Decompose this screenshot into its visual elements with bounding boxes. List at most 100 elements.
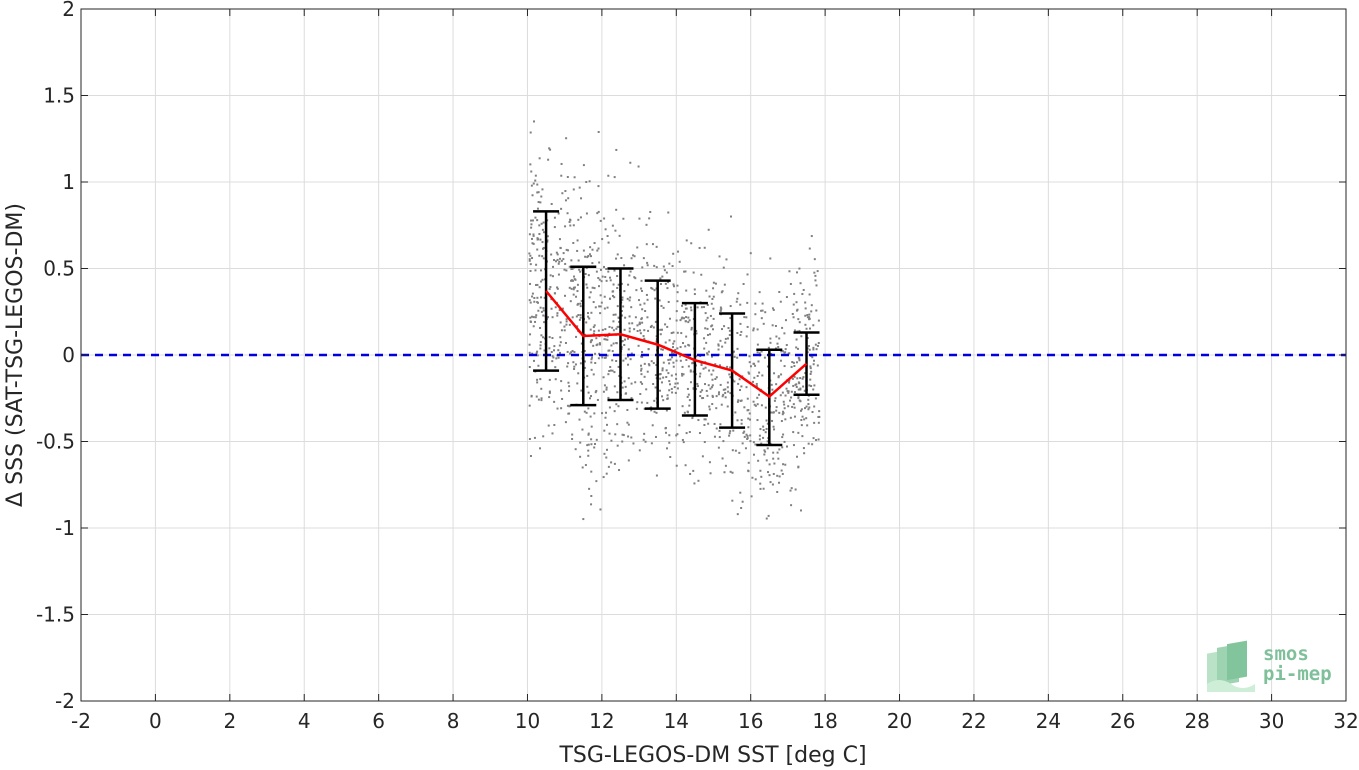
scatter-point (721, 457, 724, 460)
scatter-point (556, 258, 559, 261)
scatter-point (755, 382, 758, 385)
scatter-point (603, 265, 606, 268)
scatter-point (640, 373, 643, 376)
scatter-point (607, 465, 610, 468)
scatter-point (759, 487, 762, 490)
scatter-point (671, 346, 674, 349)
scatter-point (540, 310, 543, 313)
scatter-point (623, 328, 626, 331)
scatter-point (732, 429, 735, 432)
scatter-point (746, 273, 749, 276)
scatter-point (671, 265, 674, 268)
error-bars (533, 210, 820, 447)
scatter-point (703, 418, 706, 421)
scatter-point (745, 386, 748, 389)
scatter-point (810, 310, 813, 313)
scatter-point (671, 356, 674, 359)
scatter-point (739, 399, 742, 402)
x-tick-label: 32 (1333, 709, 1358, 733)
scatter-point (530, 219, 533, 222)
scatter-point (772, 472, 775, 475)
scatter-point (548, 336, 551, 339)
scatter-point (597, 130, 600, 133)
scatter-point (588, 296, 591, 299)
scatter-point (759, 482, 762, 485)
scatter-point (598, 305, 601, 308)
y-tick-label: -1.5 (36, 603, 75, 627)
smos-pi-mep-logo: smos pi-mep (1205, 640, 1345, 696)
scatter-point (655, 364, 658, 367)
scatter-point (813, 405, 816, 408)
scatter-point (606, 448, 609, 451)
scatter-point (778, 481, 781, 484)
scatter-point (542, 257, 545, 260)
scatter-point (533, 120, 536, 123)
scatter-point (739, 334, 742, 337)
scatter-point (718, 364, 721, 367)
scatter-point (814, 274, 817, 277)
scatter-point (676, 291, 679, 294)
scatter-point (536, 283, 539, 286)
scatter-point (616, 286, 619, 289)
scatter-point (797, 356, 800, 359)
scatter-point (708, 405, 711, 408)
scatter-point (785, 296, 788, 299)
scatter-point (613, 385, 616, 388)
scatter-point (731, 471, 734, 474)
scatter-point (667, 211, 670, 214)
scatter-point (647, 363, 650, 366)
scatter-point (564, 421, 567, 424)
scatter-point (557, 349, 560, 352)
scatter-point (817, 342, 820, 345)
scatter-point (646, 298, 649, 301)
scatter-point (595, 270, 598, 273)
scatter-point (670, 387, 673, 390)
scatter-point (814, 279, 817, 282)
scatter-point (705, 319, 708, 322)
scatter-point (784, 463, 787, 466)
scatter-point (781, 350, 784, 353)
scatter-point (801, 293, 804, 296)
scatter-point (706, 333, 709, 336)
scatter-point (571, 316, 574, 319)
scatter-point (702, 367, 705, 370)
scatter-point (556, 286, 559, 289)
scatter-point (684, 464, 687, 467)
scatter-point (606, 335, 609, 338)
scatter-point (709, 387, 712, 390)
scatter-point (738, 451, 741, 454)
scatter-point (597, 285, 600, 288)
scatter-point (662, 306, 665, 309)
scatter-point (751, 476, 754, 479)
scatter-point (761, 302, 764, 305)
scatter-point (789, 282, 792, 285)
scatter-point (627, 283, 630, 286)
scatter-point (553, 345, 556, 348)
scatter-point (556, 287, 559, 290)
scatter-point (718, 255, 721, 258)
scatter-point (769, 257, 772, 260)
scatter-point (774, 347, 777, 350)
scatter-point (803, 418, 806, 421)
scatter-point (568, 323, 571, 326)
scatter-point (711, 394, 714, 397)
scatter-point (790, 365, 793, 368)
scatter-point (536, 207, 539, 210)
scatter-point (736, 513, 739, 516)
scatter-point (570, 259, 573, 262)
scatter-point (543, 349, 546, 352)
scatter-point (788, 379, 791, 382)
scatter-point (752, 327, 755, 330)
scatter-point (729, 392, 732, 395)
scatter-point (717, 393, 720, 396)
scatter-point (798, 329, 801, 332)
scatter-point (604, 328, 607, 331)
scatter-point (812, 346, 815, 349)
scatter-point (792, 303, 795, 306)
scatter-point (643, 337, 646, 340)
scatter-point (756, 403, 759, 406)
scatter-point (789, 489, 792, 492)
x-tick-label: 6 (372, 709, 385, 733)
scatter-point (541, 278, 544, 281)
scatter-point (626, 421, 629, 424)
